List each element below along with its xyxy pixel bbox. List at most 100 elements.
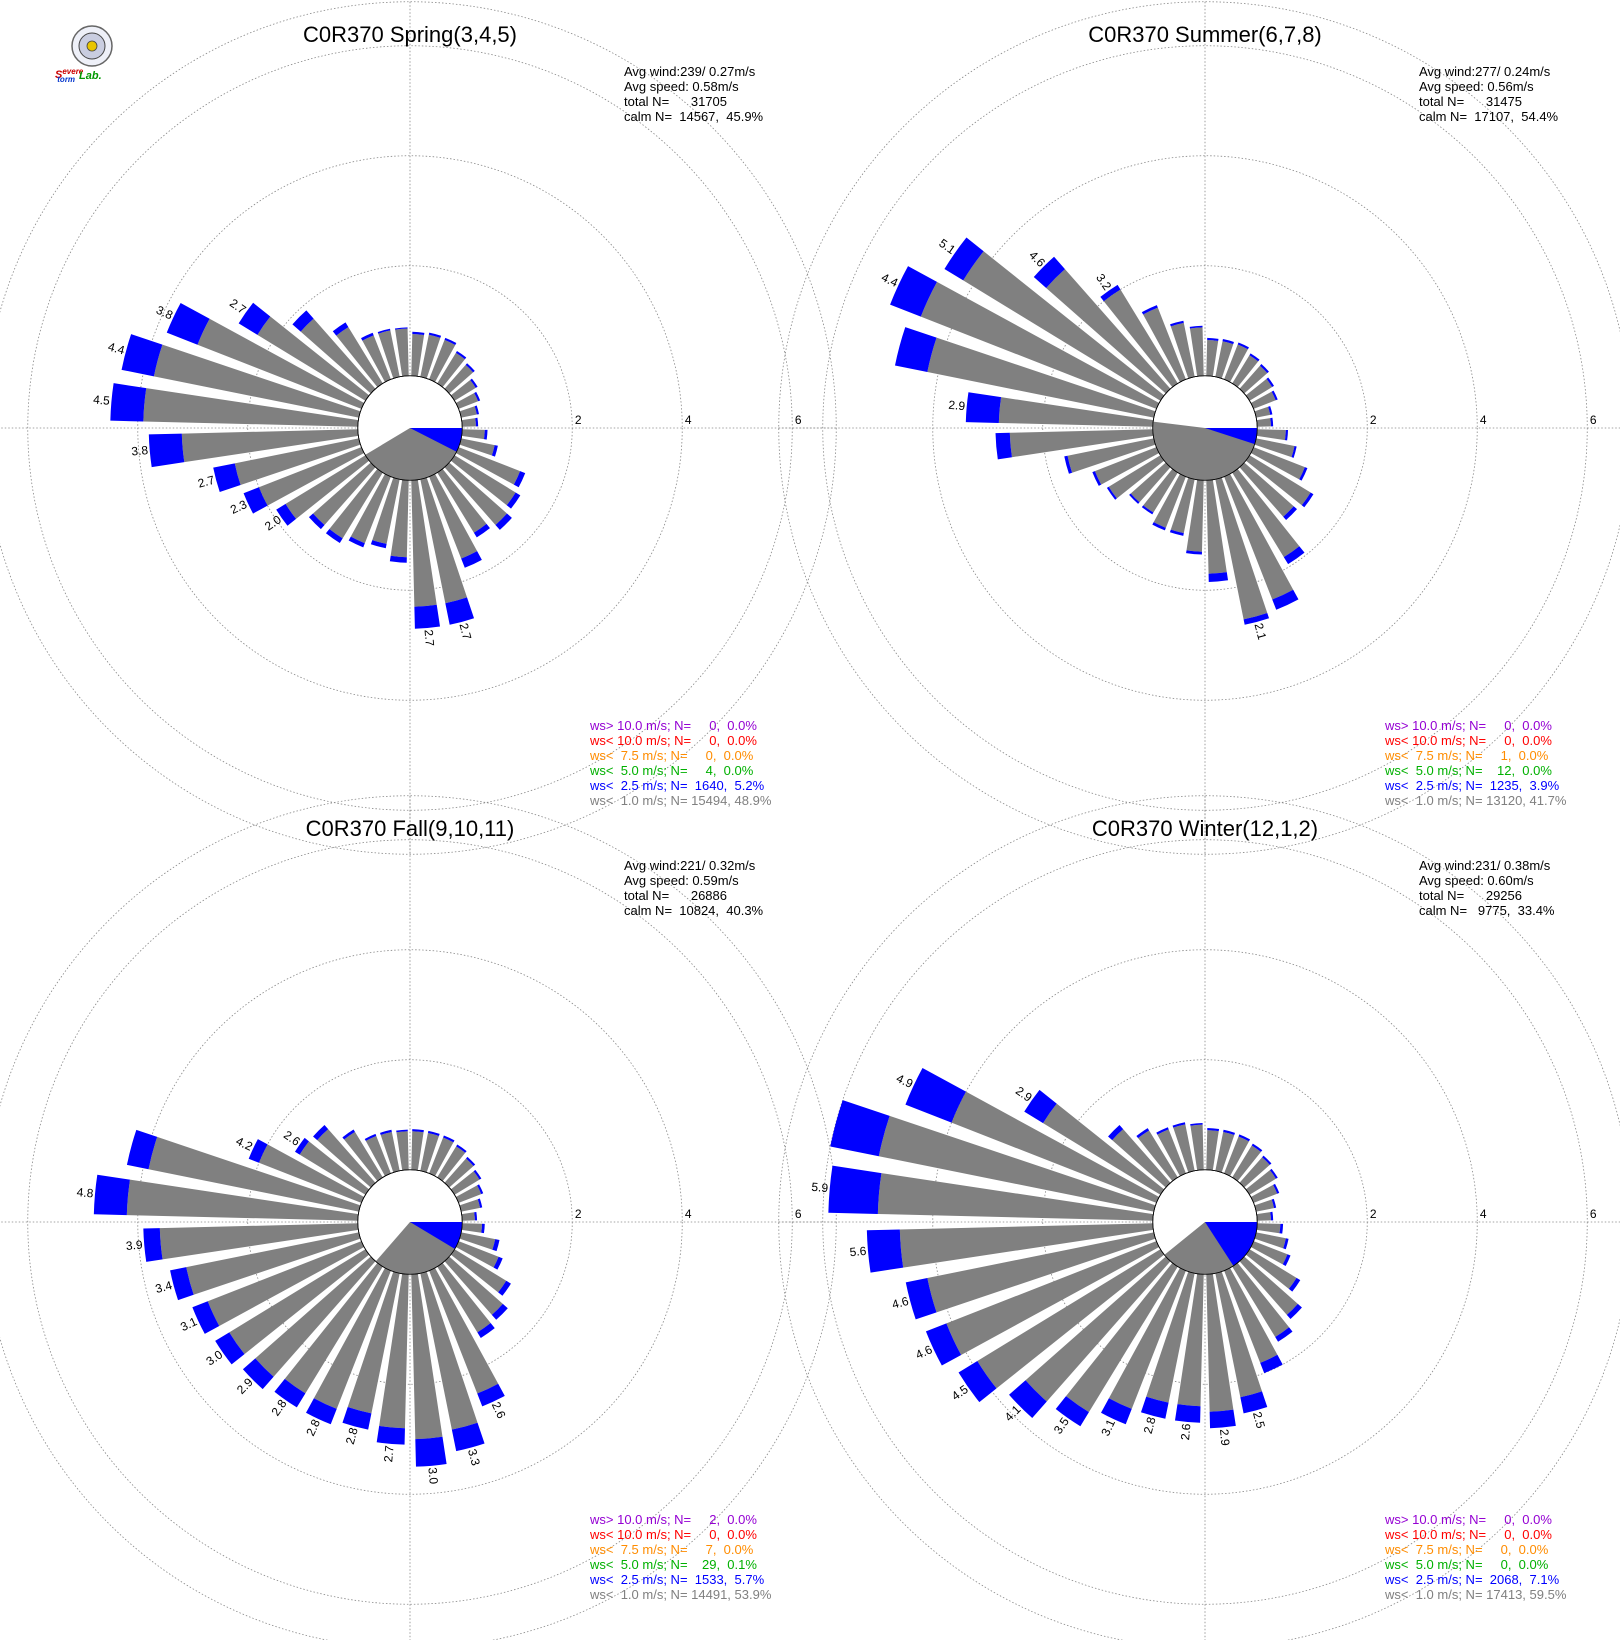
sector-bar-lt2_5 (248, 1139, 268, 1163)
sector-bar-lt2_5 (495, 513, 512, 530)
sector-bar-lt1 (927, 337, 1156, 418)
sector-bar-lt2_5 (389, 555, 407, 563)
sector-bar-lt1 (299, 1141, 370, 1195)
sector-bar-lt1 (197, 318, 365, 409)
ring-label: 6 (1590, 413, 1597, 427)
sector-bar-lt2_5 (965, 392, 1002, 423)
stats-line: Avg speed: 0.58m/s (624, 79, 739, 94)
sector-bar-lt2_5 (1243, 613, 1270, 625)
sector-bar-lt2_5 (1101, 1398, 1132, 1425)
ring-label: 4 (1480, 1207, 1487, 1221)
sector-bar-lt1 (437, 468, 487, 533)
bar-value-label: 4.5 (93, 392, 111, 407)
sector-bar-lt2_5 (477, 1184, 484, 1195)
sector-bar-lt1 (455, 1185, 482, 1203)
panel-title: C0R370 Fall(9,10,11) (306, 816, 515, 841)
sector-bar-lt2_5 (1262, 1155, 1272, 1165)
sector-bar-lt1 (459, 1232, 496, 1250)
avg-speed-wedge (410, 428, 463, 452)
stats-line: total N= 31705 (624, 94, 727, 109)
sector-bar-lt2_5 (376, 1425, 405, 1445)
sector-bar-lt2_5 (361, 332, 374, 341)
legend-line: ws> 10.0 m/s; N= 0, 0.0% (589, 718, 757, 733)
sector-bar-lt1 (350, 473, 391, 544)
sector-bar-lt1 (148, 1136, 361, 1212)
sector-bar-lt2_5 (465, 363, 475, 373)
sector-bar-lt2_5 (1033, 256, 1065, 288)
sector-bar-lt1 (429, 1267, 499, 1394)
sector-bar-lt1 (461, 418, 476, 427)
sector-bar-lt1 (1143, 468, 1178, 513)
sector-bar-lt1 (1206, 1130, 1219, 1171)
sector-bar-lt2_5 (110, 383, 147, 422)
sector-bar-lt1 (1256, 1223, 1281, 1234)
sector-bar-lt1 (1232, 468, 1300, 558)
sector-bar-lt2_5 (473, 1169, 482, 1180)
sector-bar-lt1 (1103, 289, 1178, 388)
ring-label: 6 (795, 1207, 802, 1221)
legend-line: ws< 10.0 m/s; N= 0, 0.0% (1384, 733, 1552, 748)
sector-bar-lt2_5 (332, 322, 349, 336)
sector-bar-lt2_5 (1275, 1327, 1293, 1342)
sector-bar-lt2_5 (294, 1137, 309, 1155)
sector-bar-lt1 (1108, 1267, 1186, 1409)
sector-bar-lt1 (1067, 438, 1156, 473)
sector-bar-lt2_5 (380, 1129, 392, 1135)
sector-bar-lt1 (1250, 391, 1276, 409)
wind-rose-panel-4: 2 4 65.95.64.92.94.64.64.54.13.5 3.1 2.8 2.6 2… (778, 795, 1620, 1645)
sector-bar-lt2_5 (170, 1267, 194, 1301)
bar-value-label: 3.8 (154, 303, 175, 323)
avg-speed-wedge (1205, 428, 1258, 445)
panel-title: C0R370 Spring(3,4,5) (303, 22, 517, 47)
sector-bar-lt2_5 (1190, 1123, 1203, 1126)
sector-bar-lt1 (455, 447, 521, 485)
legend-line: ws> 10.0 m/s; N= 0, 0.0% (1384, 718, 1552, 733)
sector-bar-lt2_5 (243, 487, 268, 514)
sector-bar-lt2_5 (958, 1360, 997, 1403)
sector-bar-lt1 (437, 1262, 491, 1333)
sector-bar-lt1 (313, 462, 376, 525)
sector-bar-lt2_5 (428, 332, 442, 338)
ring-label: 6 (795, 413, 802, 427)
sector-bar-lt2_5 (1259, 364, 1269, 374)
sector-bar-lt2_5 (1092, 471, 1102, 486)
sector-bar-lt2_5 (1251, 1143, 1263, 1152)
sector-bar-lt1 (1245, 378, 1273, 401)
sector-bar-lt2_5 (427, 1130, 440, 1136)
bar-value-label: 2.8 (303, 1417, 323, 1438)
sector-bar-lt1 (1108, 455, 1165, 499)
calm-circle-outline (357, 1169, 463, 1275)
grid-ring (778, 1, 1620, 855)
sector-bar-lt1 (1009, 429, 1154, 458)
sector-bar-lt2_5 (242, 1358, 274, 1390)
legend-line: ws< 7.5 m/s; N= 0, 0.0% (589, 748, 754, 763)
sector-bar-lt2_5 (491, 1303, 508, 1320)
ring-label: 4 (685, 413, 692, 427)
sector-bar-lt1 (365, 1135, 391, 1177)
sector-bar-lt2_5 (1271, 390, 1278, 401)
bar-value-label: 3.1 (1098, 1417, 1118, 1438)
logo-seal-center (86, 40, 98, 52)
sector-bar-lt1 (411, 1131, 424, 1171)
bar-value-label: 5.6 (849, 1244, 867, 1259)
sector-bar-lt1 (285, 455, 370, 519)
stats-line: Avg wind:221/ 0.32m/s (624, 858, 756, 873)
sector-bar-lt1 (411, 1273, 443, 1440)
sector-bar-lt1 (420, 334, 441, 379)
ring-label: 4 (685, 1207, 692, 1221)
sector-bar-lt2_5 (905, 1067, 966, 1123)
sector-bar-lt2_5 (370, 540, 387, 549)
sector-bar-lt2_5 (342, 1407, 372, 1430)
sector-bar-lt2_5 (1283, 506, 1298, 521)
sector-bar-lt2_5 (93, 1174, 130, 1216)
stats-line: calm N= 9775, 33.4% (1419, 903, 1555, 918)
sector-bar-lt2_5 (313, 1125, 329, 1141)
sector-bar-lt1 (1173, 1124, 1195, 1173)
legend-line: ws< 1.0 m/s; N= 13120, 41.7% (1384, 793, 1567, 808)
bar-value-label: 4.9 (894, 1071, 915, 1091)
bar-value-label: 3.9 (125, 1238, 143, 1253)
sector-bar-lt1 (927, 1232, 1156, 1313)
sector-bar-lt2_5 (1240, 1391, 1268, 1414)
sector-bar-lt2_5 (126, 1129, 158, 1170)
sector-bar-lt1 (459, 1199, 481, 1212)
